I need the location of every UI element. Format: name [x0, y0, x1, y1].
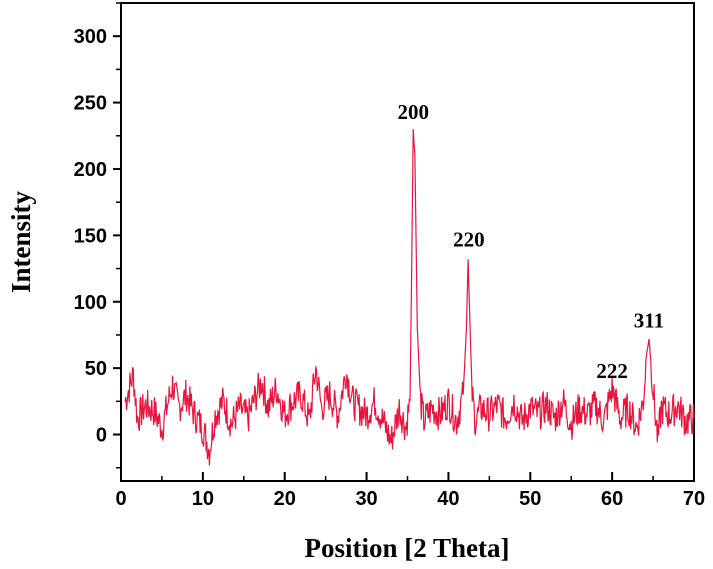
peak-label: 222	[596, 359, 628, 383]
peak-annotations: 200 220 222 311	[397, 100, 664, 383]
axis-ticks	[113, 2, 695, 481]
y-axis-title: Intensity	[6, 190, 36, 293]
x-tick-label: 70	[683, 488, 705, 510]
x-tick-label: 10	[192, 488, 214, 510]
x-tick-label: 60	[601, 488, 623, 510]
peak-label: 220	[453, 228, 485, 252]
axis-tick-labels: 0 10 20 30 40 50 60 70 0 50 100 150 200 250 300	[74, 26, 706, 510]
y-tick-label: 0	[96, 425, 107, 447]
x-tick-label: 50	[519, 488, 541, 510]
y-tick-label: 100	[74, 292, 107, 314]
x-tick-label: 0	[115, 488, 126, 510]
x-axis-title: Position [2 Theta]	[304, 533, 509, 563]
y-tick-label: 300	[74, 26, 107, 48]
y-tick-label: 150	[74, 225, 107, 247]
y-tick-label: 200	[74, 159, 107, 181]
y-tick-label: 50	[85, 358, 107, 380]
x-tick-label: 20	[274, 488, 296, 510]
x-tick-label: 30	[355, 488, 377, 510]
y-tick-label: 250	[74, 93, 107, 115]
peak-label: 200	[397, 100, 429, 124]
series-line	[124, 129, 695, 466]
x-tick-label: 40	[437, 488, 459, 510]
peak-label: 311	[634, 309, 664, 333]
